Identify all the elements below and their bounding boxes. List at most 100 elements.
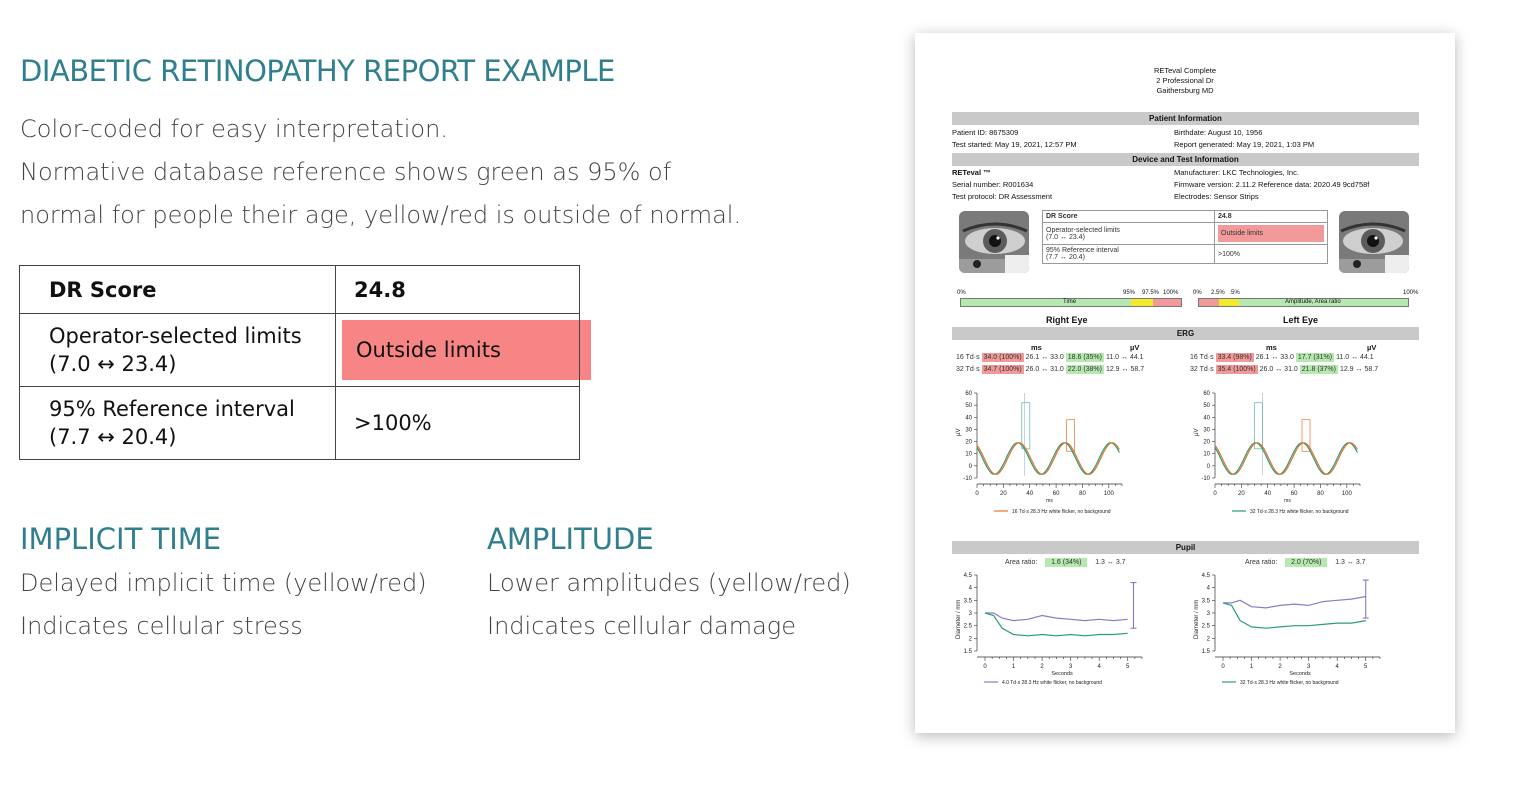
x-tick-label: 1 <box>1250 664 1254 670</box>
x-tick-label: 40 <box>1264 491 1271 497</box>
x-axis-label: ms <box>1284 498 1291 504</box>
erg-ms-header-right: ms <box>1031 343 1042 352</box>
x-tick-label: 0 <box>975 491 979 497</box>
page-title: DIABETIC RETINOPATHY REPORT EXAMPLE <box>20 54 615 88</box>
erg-td: 16 Td·s <box>956 354 980 361</box>
report-page: RETeval Complete 2 Professional Dr Gaith… <box>915 33 1455 733</box>
table-row: Operator-selected limits (7.0 ↔ 23.4) Ou… <box>1042 222 1328 245</box>
erg-time-value: 33.4 (98%) <box>1215 353 1254 362</box>
x-axis-label: Seconds <box>1289 671 1311 677</box>
pupil-bar: Pupil <box>952 541 1419 554</box>
erg-time-value: 35.4 (100%) <box>1215 365 1258 374</box>
amp-scale-red <box>1199 299 1219 306</box>
erg-amp-value: 22.0 (38%) <box>1065 365 1104 374</box>
pupil-trace-upper <box>1223 595 1366 609</box>
x-tick-label: 80 <box>1317 491 1324 497</box>
area-ratio-value: 1.6 (34%) <box>1045 558 1088 567</box>
implicit-time-text: Delayed implicit time (yellow/red) Indic… <box>20 562 427 648</box>
patient-info-bar: Patient Information <box>952 112 1419 125</box>
amp-scale-right: 100% <box>1403 290 1419 296</box>
report-header-line: Gaithersburg MD <box>1156 86 1214 95</box>
y-tick-label: 4.5 <box>964 573 973 579</box>
erg-td: 32 Td·s <box>1190 366 1214 373</box>
y-tick-label: 40 <box>1203 415 1210 421</box>
area-ratio-ref: 1.3 ↔ 3.7 <box>1095 559 1126 566</box>
y-tick-label: 60 <box>1203 391 1210 397</box>
y-tick-label: 50 <box>1203 403 1210 409</box>
time-scale-95: 95% <box>1123 290 1136 296</box>
left-eye-heading: Left Eye <box>1283 315 1319 325</box>
operator-limits-range: (7.0 ↔ 23.4) <box>49 352 177 376</box>
amp-scale-5: 5% <box>1231 290 1240 296</box>
y-tick-label: 10 <box>965 452 972 458</box>
orange-marker-box <box>1301 419 1311 452</box>
x-tick-label: 2 <box>1040 664 1044 670</box>
intro-text: Color-coded for easy interpretation. Nor… <box>20 108 741 237</box>
implicit-time-line: Delayed implicit time (yellow/red) <box>20 569 427 597</box>
erg-uv-header-right: µV <box>1130 343 1140 352</box>
x-tick-label: 60 <box>1053 491 1060 497</box>
reference-interval-value: >100% <box>335 386 580 460</box>
y-tick-label: 0 <box>969 464 973 470</box>
y-tick-label: 4 <box>1207 586 1211 592</box>
intro-line: Normative database reference shows green… <box>20 158 672 186</box>
amp-scale-25: 2.5% <box>1211 290 1225 296</box>
electrodes: Electrodes: Sensor Strips <box>1174 192 1259 201</box>
area-ratio-label: Area ratio: <box>1005 559 1038 566</box>
x-tick-label: 5 <box>1126 664 1130 670</box>
erg-amp-ref: 11.0 ↔ 44.1 <box>1336 354 1374 361</box>
implicit-time-heading: IMPLICIT TIME <box>20 522 222 556</box>
mini-score-label: DR Score <box>1042 210 1215 223</box>
x-tick-label: 80 <box>1079 491 1086 497</box>
outside-limits-badge: Outside limits <box>342 320 591 380</box>
y-tick-label: 0 <box>1207 464 1211 470</box>
erg-time-ref: 26.0 ↔ 31.0 <box>1025 366 1064 373</box>
erg-uv-header-left: µV <box>1367 343 1377 352</box>
y-tick-label: 50 <box>965 403 972 409</box>
y-tick-label: 3.5 <box>1202 598 1211 604</box>
y-axis-label: Diameter / mm <box>956 600 962 639</box>
y-tick-label: 30 <box>965 427 972 433</box>
x-axis-label: ms <box>1046 498 1053 504</box>
y-tick-label: 2 <box>969 636 973 642</box>
time-scale-yellow <box>1131 299 1153 306</box>
intro-line: Color-coded for easy interpretation. <box>20 115 448 143</box>
amp-scale-label: Amplitude, Area ratio <box>1285 299 1341 305</box>
erg-waveform <box>1214 442 1358 475</box>
amplitude-line: Lower amplitudes (yellow/red) <box>487 569 851 597</box>
device-name: RETeval ™ <box>952 168 991 177</box>
x-tick-label: 100 <box>1342 491 1353 497</box>
area-ratio-ref: 1.3 ↔ 3.7 <box>1335 559 1366 566</box>
x-tick-label: 3 <box>1069 664 1073 670</box>
table-row: 95% Reference interval (7.7 ↔ 20.4) >100… <box>1042 244 1328 264</box>
amplitude-line: Indicates cellular damage <box>487 612 796 640</box>
test-protocol: Test protocol: DR Assessment <box>952 192 1053 201</box>
dr-score-value: 24.8 <box>335 265 580 314</box>
report-header-line: 2 Professional Dr <box>1156 76 1214 85</box>
erg-time-ref: 26.1 ↔ 33.0 <box>1255 354 1294 361</box>
erg-time-ref: 26.1 ↔ 33.0 <box>1025 354 1064 361</box>
x-tick-label: 20 <box>1238 491 1245 497</box>
erg-waveform <box>976 442 1120 476</box>
time-scale-975: 97.5% <box>1142 290 1160 296</box>
teal-marker-box <box>1021 402 1031 450</box>
amp-scale-yellow <box>1219 299 1239 306</box>
y-axis-label: Diameter / mm <box>1194 600 1200 639</box>
report-generated: Report generated: May 19, 2021, 1:03 PM <box>1174 140 1315 149</box>
serial-number: Serial number: R001634 <box>952 180 1034 189</box>
area-ratio-value: 2.0 (70%) <box>1285 558 1328 567</box>
report-dr-table: DR Score 24.8 Operator-selected limits (… <box>1042 210 1328 264</box>
y-tick-label: 10 <box>1203 452 1210 458</box>
amplitude-heading: AMPLITUDE <box>487 522 654 556</box>
right-eye-photo <box>959 211 1029 273</box>
y-tick-label: 2.5 <box>1202 624 1211 630</box>
patient-id: Patient ID: 8675309 <box>952 128 1019 137</box>
erg-amp-ref: 12.9 ↔ 58.7 <box>1339 366 1379 373</box>
reference-interval-label: 95% Reference interval (7.7 ↔ 20.4) <box>19 386 336 460</box>
report-header-line: RETeval Complete <box>1153 66 1217 75</box>
erg-amp-value: 17.7 (31%) <box>1295 353 1335 362</box>
x-tick-label: 20 <box>1000 491 1007 497</box>
mini-reference-value: >100% <box>1214 244 1328 264</box>
area-ratio-label: Area ratio: <box>1245 559 1278 566</box>
